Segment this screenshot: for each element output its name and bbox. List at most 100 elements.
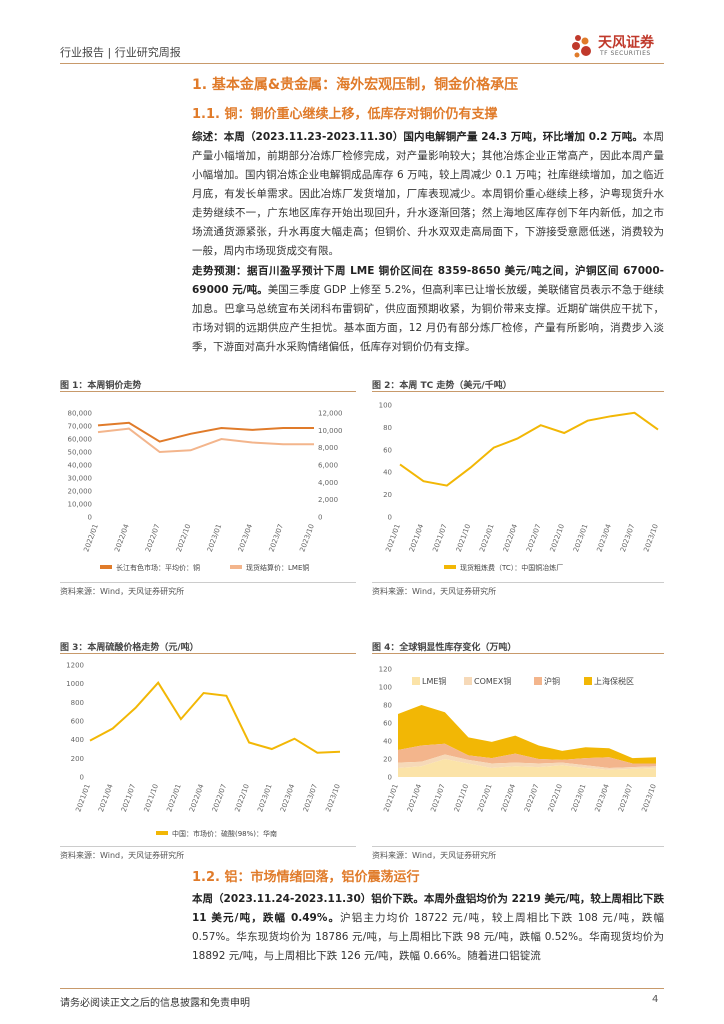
fig4-xtick-4: 2022/01: [476, 783, 493, 813]
fig2-xtick-1: 2021/04: [408, 522, 426, 553]
fig3-xtick-7: 2022/10: [234, 783, 251, 813]
fig4-legend-swatch-0: [412, 677, 420, 685]
fig4-xtick-1: 2021/04: [406, 782, 424, 813]
fig4-legend-label-2: 沪铜: [544, 676, 560, 686]
fig4-title: 图 4：全球铜显性库存变化（万吨）: [372, 643, 517, 653]
logo-cn: 天风证券: [598, 35, 654, 51]
section-1-2-title: 1.2. 铝：市场情绪回落，铝价震荡运行: [192, 870, 420, 885]
logo-en: TF SECURITIES: [600, 50, 651, 57]
fig1-xtick-7: 2023/10: [298, 523, 315, 553]
fig1-xtick-6: 2023/07: [268, 523, 285, 553]
fig4-xtick-9: 2023/04: [594, 782, 612, 813]
logo-mark-icon: [572, 35, 591, 58]
fig2-xtick-3: 2021/10: [455, 523, 472, 553]
fig1-xtick-5: 2023/04: [237, 522, 255, 553]
fig1-xtick-2: 2022/07: [144, 523, 161, 553]
fig1-chart: 80,000 70,000 60,000 50,000 40,000 30,000 20,0…: [68, 410, 343, 573]
fig2-tick-3: 40: [383, 469, 392, 477]
footer-divider: [60, 988, 664, 989]
fig4-xtick-6: 2022/07: [523, 783, 540, 813]
summary-bold: 本周（2023.11.23-2023.11.30）国内电解铜产量 24.3 万吨…: [223, 131, 643, 143]
fig1-left-tick-1: 70,000: [68, 423, 93, 431]
fig1-xtick-3: 2022/10: [175, 523, 192, 553]
fig4-tick-0: 120: [379, 666, 392, 674]
fig4-legend-label-1: COMEX铜: [474, 676, 511, 686]
fig1-source-rule: [60, 582, 356, 583]
fig4-xtick-7: 2022/10: [547, 783, 564, 813]
summary-lead: 综述：: [192, 131, 224, 143]
fig1-left-tick-0: 80,000: [68, 410, 93, 418]
disclaimer-link[interactable]: 请务必阅读正文之后的信息披露和免责申明: [60, 998, 250, 1009]
fig1-series-1: [97, 427, 314, 454]
fig4-xtick-8: 2023/01: [570, 783, 587, 813]
fig1-xtick-1: 2022/04: [113, 522, 131, 553]
fig4-tick-4: 40: [383, 738, 392, 746]
fig3-xtick-11: 2023/10: [324, 783, 341, 813]
fig1-xtick-4: 2023/01: [206, 523, 223, 553]
fig1-legend-label-1: 现货结算价：LME铜: [246, 563, 309, 572]
fig1-xtick-0: 2022/01: [82, 523, 99, 553]
fig3-legend-label-0: 中国：市场价：硫酸(98%)：华南: [172, 829, 277, 838]
forecast-bold: 据百川盈孚预计下周 LME 铜价区间在 8359-8650 美元/吨之间，沪铜区…: [192, 265, 664, 296]
aluminum-text: 沪铝主力均价 18722 元/吨，较上周相比下跌 108 元/吨，跌幅 0.57…: [192, 912, 664, 962]
fig4-legend-label-0: LME铜: [422, 676, 446, 686]
fig1-legend-swatch-1: [230, 565, 242, 569]
fig1-legend-label-0: 长江有色市场：平均价：铜: [116, 563, 200, 572]
fig1-right-tick-3: 6,000: [318, 462, 338, 470]
fig4-area-0: [398, 759, 656, 777]
fig2-rule: [372, 391, 664, 392]
fig1-source: 资料来源：Wind，天风证券研究所: [60, 587, 185, 596]
fig3-tick-0: 1200: [66, 662, 84, 670]
section-1-1-title: 1.1. 铜：铜价重心继续上移，低库存对铜价仍有支撑: [192, 107, 498, 122]
fig3-tick-4: 400: [71, 736, 84, 744]
fig1-series-0: [97, 421, 314, 443]
company-logo: 天风证券 TF SECURITIES: [568, 30, 678, 62]
fig2-xtick-9: 2023/04: [596, 522, 614, 553]
page-number: 4: [652, 994, 659, 1005]
fig4-area-3: [398, 705, 656, 764]
fig2-tick-2: 60: [383, 446, 392, 454]
fig1-left-tick-7: 10,000: [68, 501, 93, 509]
fig1-left-tick-4: 40,000: [68, 462, 93, 470]
fig3-tick-6: 0: [80, 774, 84, 782]
fig1-left-tick-3: 50,000: [68, 449, 93, 457]
fig1-right-tick-0: 12,000: [318, 410, 343, 418]
fig1-title: 图 1：本周铜价走势: [60, 381, 142, 391]
fig4-xtick-11: 2023/10: [640, 783, 657, 813]
fig3-rule: [60, 653, 356, 654]
fig2-source-rule: [372, 582, 664, 583]
aluminum-paragraph: 本周（2023.11.24-2023.11.30）铝价下跌。本周外盘铝均价为 2…: [192, 890, 664, 966]
fig2-series-0: [399, 411, 659, 487]
fig3-xtick-0: 2021/01: [74, 783, 91, 813]
fig2-tick-5: 0: [388, 514, 392, 522]
fig2-tick-0: 100: [379, 402, 392, 410]
fig2-xtick-7: 2022/10: [549, 523, 566, 553]
fig3-xtick-3: 2021/10: [143, 783, 160, 813]
report-category: 行业报告 | 行业研究周报: [60, 46, 181, 59]
fig1-right-tick-5: 2,000: [318, 496, 338, 504]
fig4-source: 资料来源：Wind，天风证券研究所: [372, 851, 497, 860]
fig4-legend-swatch-1: [464, 677, 472, 685]
forecast-paragraph: 走势预测：据百川盈孚预计下周 LME 铜价区间在 8359-8650 美元/吨之…: [192, 262, 664, 357]
fig4-area-2: [398, 743, 656, 768]
fig4-xtick-3: 2021/10: [453, 783, 470, 813]
fig3-xtick-6: 2022/07: [211, 783, 228, 813]
forecast-lead: 走势预测：: [192, 265, 247, 277]
fig1-left-tick-8: 0: [88, 514, 92, 522]
fig3-tick-3: 600: [71, 718, 84, 726]
fig4-rule: [372, 653, 664, 654]
fig2-xtick-2: 2021/07: [431, 523, 448, 553]
fig1-legend-swatch-0: [100, 565, 112, 569]
fig2-xtick-10: 2023/07: [619, 523, 636, 553]
fig3-xtick-9: 2023/04: [279, 782, 297, 813]
fig2-xtick-11: 2023/10: [642, 523, 659, 553]
fig2-legend-label-0: 现货粗炼费（TC）：中国铜冶炼厂: [460, 563, 563, 572]
fig4-xtick-0: 2021/01: [382, 783, 399, 813]
fig3-xtick-8: 2023/01: [256, 783, 273, 813]
fig2-xtick-4: 2022/01: [478, 523, 495, 553]
fig4-tick-6: 0: [388, 774, 392, 782]
fig2-title: 图 2：本周 TC 走势（美元/千吨）: [372, 381, 512, 391]
fig4-legend-swatch-3: [584, 677, 592, 685]
summary-text: 本周产量小幅增加，前期部分冶炼厂检修完成，对产量影响较大；其他冶炼企业正常高产，…: [192, 131, 664, 257]
